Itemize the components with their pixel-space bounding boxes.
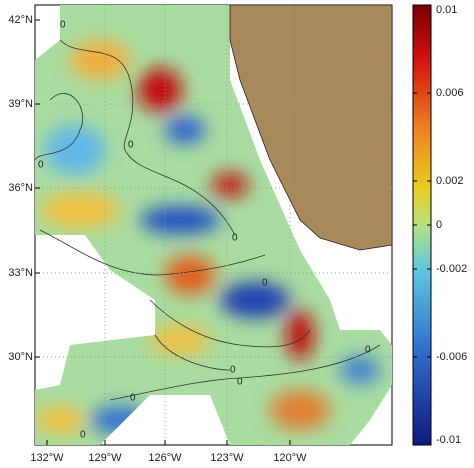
colorbar-tick-label: -0.01 [436,434,461,446]
contour-label: 0 [237,377,243,388]
colorbar-tick-label: 0.006 [436,87,464,99]
x-tick-label: 129°W [88,452,122,464]
y-tick-label: 30°N [8,351,33,363]
y-tick-label: 33°N [8,267,33,279]
colorbar-tick-label: 0.01 [436,4,457,16]
contour-label: 0 [60,20,66,31]
graticule [35,5,392,445]
contour-label: 0 [80,430,86,441]
colorbar-tick-label: 0.002 [436,175,464,187]
y-tick-label: 36°N [8,182,33,194]
contour-label: 0 [232,233,238,244]
y-tick-label: 42°N [8,14,33,26]
map-field [35,5,392,445]
x-tick-label: 123°W [210,452,244,464]
x-tick-label: 126°W [148,452,182,464]
contour-label: 0 [230,365,236,376]
x-tick-label: 120°W [273,452,307,464]
x-tick-label: 132°W [30,452,64,464]
contours [35,39,381,401]
contour-label: 0 [365,345,371,356]
colorbar-tick-label: -0.006 [436,351,467,363]
colorbar-tick-label: 0 [436,219,442,231]
contour-label: 0 [38,160,44,171]
y-tick-label: 39°N [8,98,33,110]
land [229,5,392,251]
colorbar-tick-label: -0.002 [436,263,467,275]
contour-label: 0 [130,393,136,404]
contour-label: 0 [128,140,134,151]
contour-label: 0 [262,278,268,289]
